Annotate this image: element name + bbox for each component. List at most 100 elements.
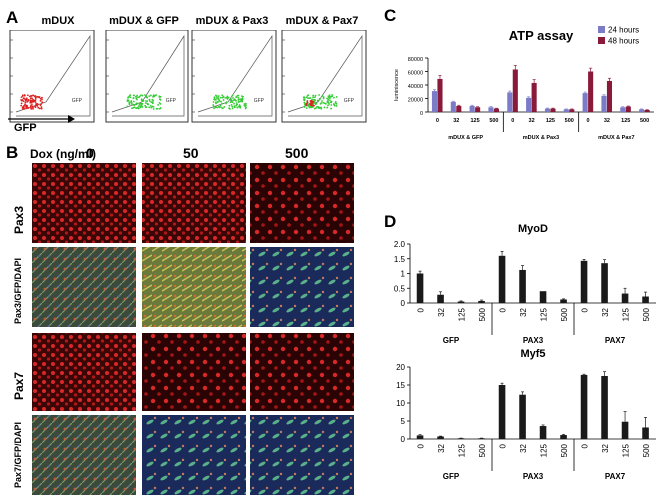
flow-plots: GFP GFP GFP GFP: [9, 30, 367, 123]
category-label: 32: [601, 307, 610, 316]
micro-pax3-50: [142, 163, 246, 243]
category-label: 125: [457, 443, 466, 457]
myf5-chart: Myf5 0 5 10 15 20 0 32 125 500 GFP 0 32 125 500 PAX3 0 32…: [396, 348, 656, 481]
bar: [437, 78, 443, 112]
category-label: 0: [580, 307, 589, 312]
category-label: 500: [478, 307, 487, 321]
y-tick-label: 60000: [408, 71, 423, 77]
y-tick-label: 10: [396, 399, 405, 408]
category-label: 0: [498, 443, 507, 448]
micro-pax3-merge-50: [142, 247, 246, 327]
bar: [560, 435, 567, 439]
y-tick-label: 0: [401, 299, 406, 308]
category-label: 32: [437, 307, 446, 316]
y-tick-label: 2.0: [394, 240, 406, 249]
category-label: 500: [560, 307, 569, 321]
bar: [620, 107, 626, 112]
bar: [493, 108, 500, 112]
bar: [531, 82, 537, 112]
category-label: 125: [621, 118, 630, 124]
bar: [526, 97, 532, 112]
bar: [431, 91, 438, 112]
panel-letter-c: C: [384, 6, 397, 25]
y-tick-label: 0: [420, 111, 423, 117]
group-label: GFP: [443, 336, 460, 345]
micro-pax3-merge-500: [250, 247, 354, 327]
flow-title-4: mDUX & Pax7: [285, 15, 359, 27]
flow-gate-2: [111, 34, 185, 117]
bar: [519, 269, 526, 303]
dose-label-50: 50: [183, 145, 199, 161]
group-label: PAX7: [605, 336, 626, 345]
group-label: PAX3: [523, 472, 544, 481]
micro-pax7-merge-50: [142, 415, 246, 495]
panel-letter-b: B: [6, 143, 19, 162]
category-label: 0: [416, 443, 425, 448]
category-label: 0: [587, 118, 590, 124]
bar: [519, 394, 526, 439]
bar: [437, 436, 444, 439]
category-label: 32: [519, 307, 528, 316]
bar: [498, 385, 506, 439]
bar: [469, 105, 475, 112]
bar: [450, 101, 456, 112]
flow-gate-label-1: GFP: [72, 98, 83, 104]
category-label: 32: [437, 443, 446, 452]
micro-pax3-500: [250, 163, 354, 243]
y-tick-label: 1: [401, 270, 406, 279]
bar: [569, 109, 575, 112]
category-label: 32: [519, 443, 528, 452]
micro-pax7-merge-500: [250, 415, 354, 495]
category-label: 500: [560, 443, 569, 457]
category-label: 500: [478, 443, 487, 457]
bar: [416, 273, 424, 303]
y-tick-label: 80000: [408, 57, 423, 63]
bar: [606, 80, 613, 112]
legend-label: 24 hours: [608, 26, 639, 35]
legend-swatch: [598, 37, 605, 44]
category-label: 125: [621, 443, 630, 457]
bar: [642, 427, 649, 439]
category-label: 0: [416, 307, 425, 312]
bar: [563, 109, 569, 112]
flow-box-4: [281, 30, 367, 123]
group-label: mDUX & GFP: [448, 135, 483, 141]
bar: [539, 291, 547, 303]
y-tick-label: 15: [396, 381, 405, 390]
dox-label: Dox (ng/ml): [30, 147, 96, 161]
bar: [560, 299, 567, 303]
micro-pax7-merge-0: [32, 415, 136, 495]
category-label: 500: [640, 118, 649, 124]
bar: [475, 107, 481, 112]
category-label: 0: [580, 443, 589, 448]
group-label: mDUX & Pax3: [523, 135, 559, 141]
bar: [544, 108, 551, 112]
chart-title: ATP assay: [509, 28, 574, 43]
category-label: 125: [470, 118, 479, 124]
bar: [550, 108, 556, 112]
row-label-pax3: Pax3: [12, 205, 26, 234]
bar: [588, 71, 594, 112]
bar: [488, 107, 494, 112]
bar: [457, 438, 465, 439]
flow-gate-3: [197, 34, 273, 117]
bar: [601, 376, 608, 439]
bar: [580, 260, 588, 303]
dose-label-500: 500: [285, 145, 309, 161]
flow-gate-4: [287, 34, 363, 117]
micro-pax3-0: [32, 163, 136, 243]
panel-letter-d: D: [384, 212, 397, 231]
microscopy-grid: [32, 163, 354, 495]
bar: [621, 293, 629, 303]
y-tick-label: 5: [401, 417, 406, 426]
bar: [456, 105, 462, 112]
panel-letter-a: A: [6, 8, 19, 27]
bar: [621, 421, 629, 439]
category-label: 0: [511, 118, 514, 124]
row-label-pax7: Pax7: [12, 371, 26, 400]
flow-title-3: mDUX & Pax3: [195, 15, 269, 27]
bar: [478, 438, 485, 439]
micro-pax7-0: [32, 333, 136, 411]
flow-gate-label-4: GFP: [344, 98, 355, 104]
group-label: PAX3: [523, 336, 544, 345]
